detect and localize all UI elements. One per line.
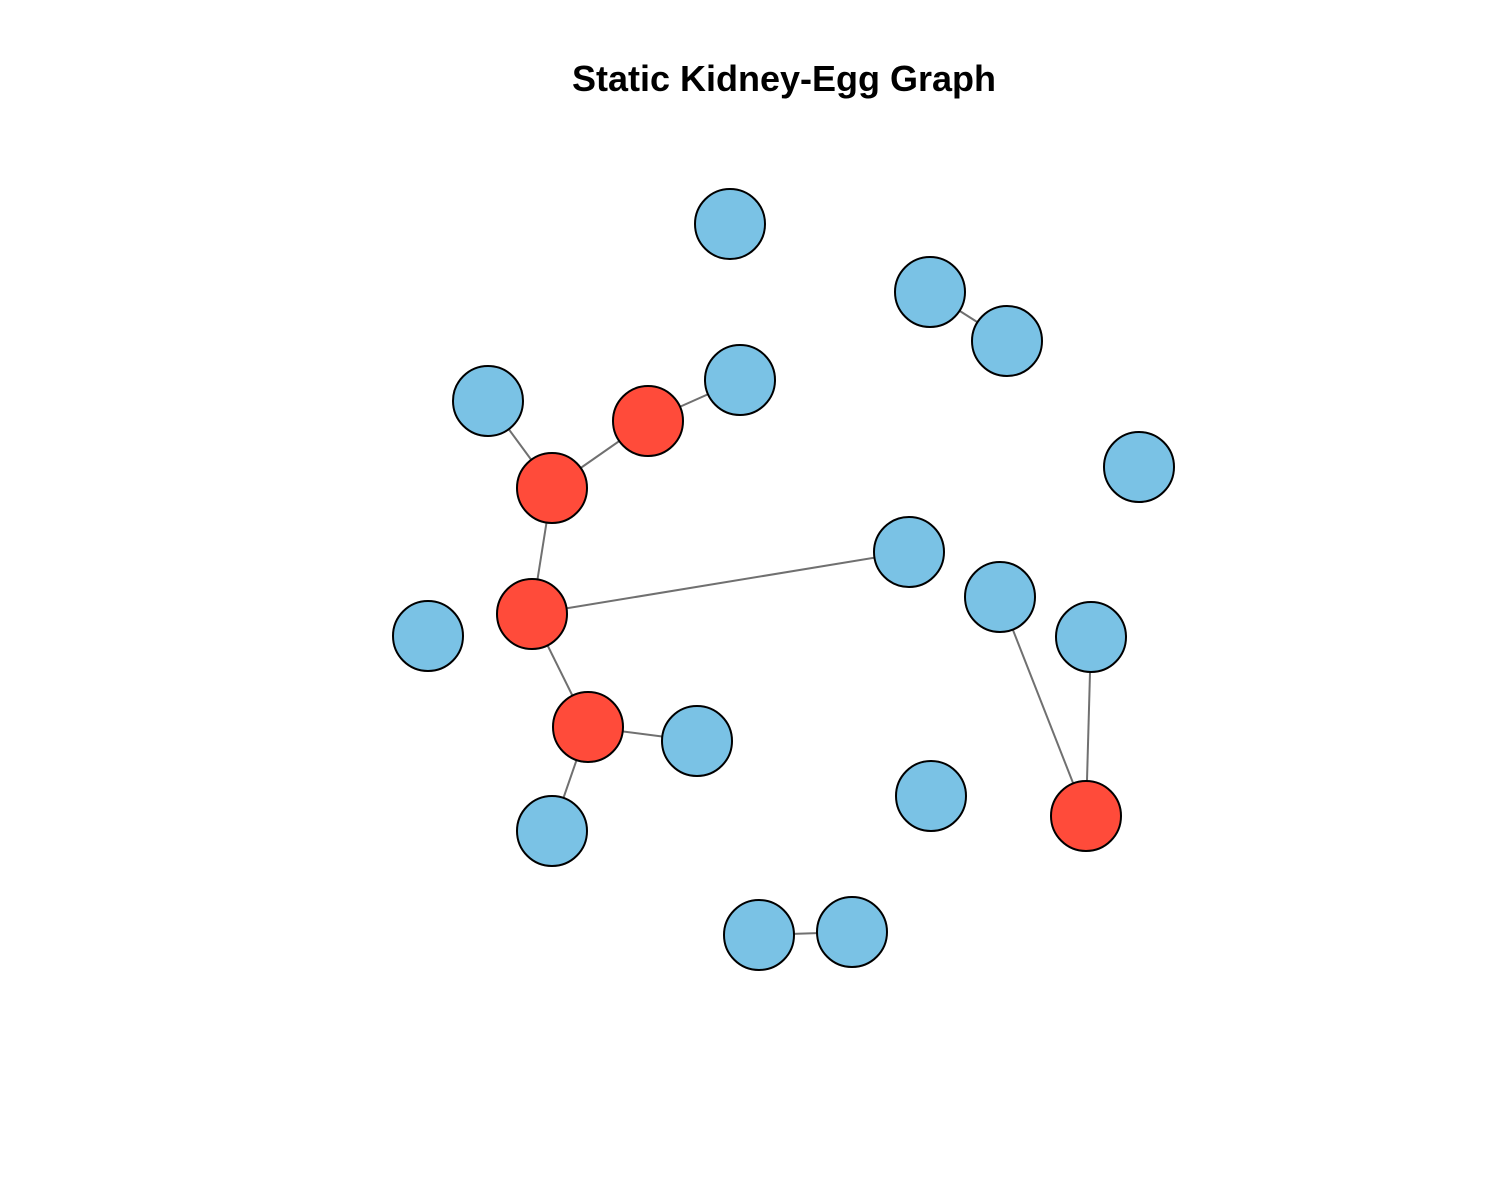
- egg-node: [971, 305, 1043, 377]
- egg-node: [661, 705, 733, 777]
- kidney-node: [552, 691, 624, 763]
- egg-node: [873, 516, 945, 588]
- graph-edge: [999, 596, 1087, 817]
- page-title: Static Kidney-Egg Graph: [571, 58, 997, 99]
- egg-node: [704, 344, 776, 416]
- kidney-node: [516, 452, 588, 524]
- kidney-node: [612, 385, 684, 457]
- egg-node: [1103, 431, 1175, 503]
- egg-node: [895, 760, 967, 832]
- egg-node: [452, 365, 524, 437]
- egg-node: [894, 256, 966, 328]
- egg-node: [816, 896, 888, 968]
- kidney-node: [1050, 780, 1122, 852]
- egg-node: [392, 600, 464, 672]
- kidney-node: [496, 578, 568, 650]
- egg-node: [964, 561, 1036, 633]
- graph-edge: [531, 551, 910, 615]
- egg-node: [516, 795, 588, 867]
- egg-node: [723, 899, 795, 971]
- egg-node: [1055, 601, 1127, 673]
- egg-node: [694, 188, 766, 260]
- nodes-layer: [392, 188, 1175, 971]
